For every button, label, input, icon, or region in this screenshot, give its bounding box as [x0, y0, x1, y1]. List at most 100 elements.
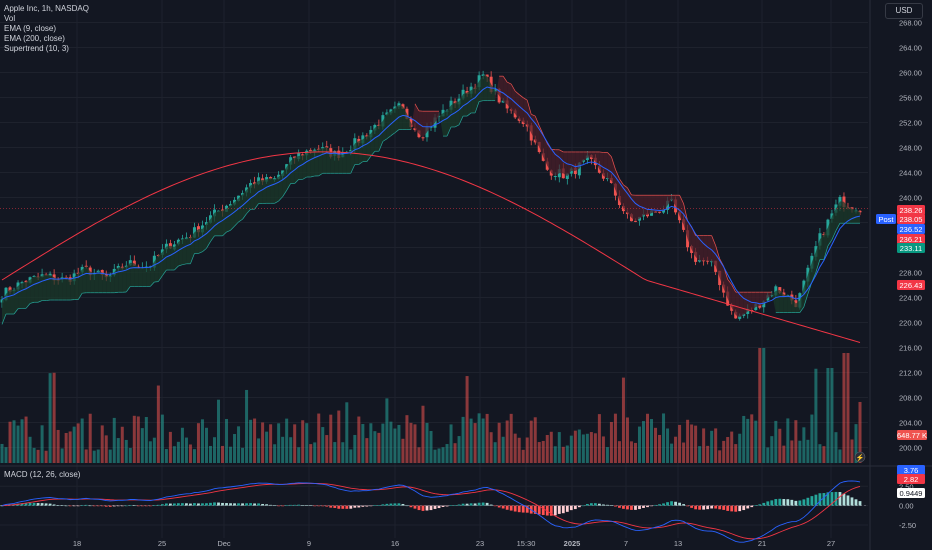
volume-bar — [172, 446, 176, 463]
supertrend-line — [711, 235, 716, 246]
legend-ema9[interactable]: EMA (9, close) — [4, 24, 57, 33]
volume-bar — [762, 348, 766, 463]
volume-bar — [445, 444, 449, 463]
macd-histogram-bar — [329, 505, 333, 508]
supertrend-fill — [302, 153, 307, 180]
price-tick-label: 228.00 — [899, 269, 922, 278]
volume-bar — [493, 442, 497, 463]
candle-body — [4, 287, 8, 301]
supertrend-fill — [410, 103, 415, 130]
macd-histogram-bar — [48, 503, 52, 506]
legend-ema200[interactable]: EMA (200, close) — [4, 34, 65, 43]
currency-button[interactable]: USD — [885, 3, 923, 19]
macd-histogram-bar — [0, 505, 4, 507]
supertrend-fill — [731, 284, 736, 316]
supertrend-fill — [230, 202, 235, 231]
supertrend-fill — [603, 152, 608, 179]
price-tick-label: 208.00 — [899, 394, 922, 403]
supertrend-fill — [358, 139, 363, 165]
ema9-line — [1, 86, 861, 305]
supertrend-fill — [186, 237, 191, 264]
volume-bar — [16, 425, 20, 463]
volume-bar — [393, 428, 397, 463]
volume-bar — [670, 443, 674, 463]
price-tag — [897, 205, 925, 215]
symbol-title[interactable]: Apple Inc, 1h, NASDAQ — [4, 4, 89, 13]
volume-bar — [305, 423, 309, 463]
candle-body — [762, 301, 766, 308]
volume-bar — [345, 402, 349, 463]
volume-bar — [8, 421, 12, 463]
macd-histogram-bar — [577, 505, 581, 508]
supertrend-fill — [334, 153, 339, 174]
macd-histogram-bar — [285, 505, 289, 507]
macd-histogram-bar — [662, 503, 665, 506]
macd-histogram-bar — [626, 505, 629, 510]
supertrend-line — [514, 90, 520, 95]
volume-bar — [706, 445, 710, 463]
legend-vol[interactable]: Vol — [4, 14, 16, 23]
volume-bar — [738, 433, 742, 463]
supertrend-fill — [443, 110, 448, 137]
macd-histogram-bar — [20, 503, 24, 506]
volume-bar — [597, 414, 601, 463]
macd-histogram-bar — [517, 505, 521, 513]
volume-bar — [257, 438, 261, 463]
legend-supertrend[interactable]: Supertrend (10, 3) — [4, 44, 69, 53]
volume-bar — [60, 448, 64, 463]
volume-bar — [778, 428, 782, 463]
supertrend-line — [679, 195, 684, 204]
supertrend-fill — [66, 277, 71, 301]
volume-bar — [437, 448, 441, 463]
volume-bar — [245, 389, 249, 463]
macd-histogram-bar — [128, 505, 132, 506]
macd-histogram-bar — [445, 505, 449, 507]
volume-bar — [68, 431, 72, 463]
supertrend-line — [526, 100, 532, 115]
supertrend-fill — [655, 195, 660, 212]
volume-bar — [36, 449, 40, 463]
macd-histogram-bar — [573, 505, 577, 510]
candle-body — [309, 149, 313, 152]
volume-bar — [746, 418, 750, 463]
supertrend-fill — [214, 210, 219, 236]
price-tick-label: 216.00 — [899, 344, 922, 353]
candle-body — [666, 200, 670, 210]
supertrend-fill — [306, 150, 311, 177]
supertrend-fill — [178, 238, 183, 266]
supertrend-fill — [759, 292, 764, 306]
time-tick-label: 18 — [73, 539, 81, 548]
volume-bar — [565, 445, 569, 463]
volume-bar — [658, 434, 662, 463]
macd-histogram-bar — [806, 497, 810, 506]
supertrend-fill — [418, 110, 423, 138]
macd-histogram-bar — [710, 505, 714, 509]
macd-histogram-bar — [417, 505, 421, 511]
macd-histogram-bar — [317, 505, 321, 507]
volume-bar — [293, 424, 297, 463]
volume-bar — [806, 439, 810, 463]
supertrend-line — [502, 75, 508, 83]
candle-body — [469, 86, 473, 94]
time-tick-label: 16 — [391, 539, 399, 548]
candle-body — [60, 277, 64, 279]
time-tick-label: 27 — [827, 539, 835, 548]
macd-histogram-bar — [136, 505, 140, 507]
volume-bar — [718, 450, 722, 463]
candle-body — [509, 109, 513, 111]
volume-bar — [417, 447, 421, 463]
supertrend-fill — [370, 127, 375, 157]
volume-bar — [650, 419, 654, 463]
supertrend-fill — [803, 274, 808, 307]
volume-bar — [321, 427, 325, 463]
macd-legend[interactable]: MACD (12, 26, close) — [4, 470, 81, 479]
macd-histogram-bar — [297, 504, 301, 506]
macd-histogram-bar — [72, 505, 76, 507]
candle-body — [40, 274, 44, 277]
macd-histogram-bar — [345, 505, 349, 509]
macd-histogram-bar — [152, 505, 156, 506]
supertrend-line — [25, 303, 31, 309]
macd-histogram-bar — [698, 505, 702, 510]
candle-body — [421, 137, 425, 139]
